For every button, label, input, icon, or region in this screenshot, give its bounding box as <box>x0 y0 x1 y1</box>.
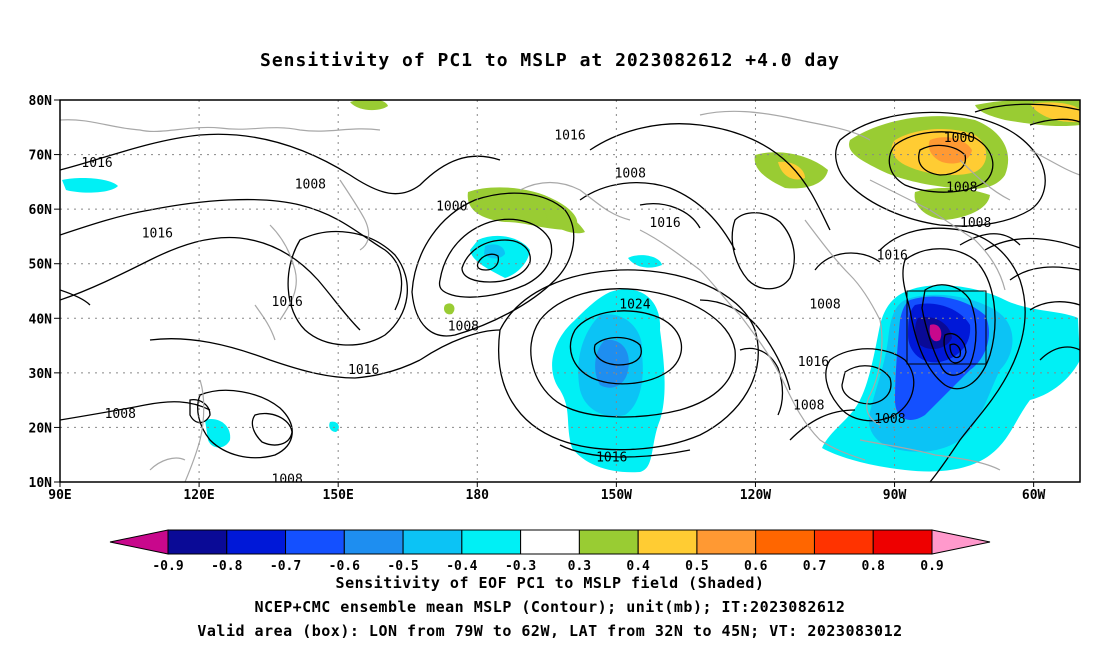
colorbar-tick-label: 0.4 <box>626 559 650 574</box>
contour-label: 1016 <box>877 249 908 264</box>
colorbar-tick-label: 0.3 <box>568 559 591 574</box>
contour-label: 1016 <box>798 355 829 370</box>
colorbar-segment <box>813 529 874 555</box>
footer-line-3: Valid area (box): LON from 79W to 62W, L… <box>197 622 903 640</box>
contour-label: 1016 <box>348 363 379 378</box>
colorbar-tick-label: 0.9 <box>920 559 943 574</box>
contour-label-bg <box>1082 241 1100 256</box>
contour-label: 1008 <box>295 178 326 193</box>
contour-label: 101 <box>1084 243 1100 258</box>
colorbar-segment <box>578 529 639 555</box>
colorbar-segment <box>872 529 933 555</box>
lon-label: 90E <box>48 488 71 503</box>
colorbar-tick-label: -0.3 <box>505 559 536 574</box>
contour-labels: 1016 1008 1016 1016 1016 1008 1008 1000 1008 1016… <box>81 128 1100 487</box>
lat-label: 10N <box>29 476 53 491</box>
contour-label: 1000 <box>944 131 975 146</box>
contour-label: 1016 <box>596 450 627 465</box>
colorbar-max-triangle <box>931 529 991 555</box>
plot-frame <box>59 99 1081 483</box>
lon-label: 120E <box>183 488 214 503</box>
colorbar-tick-label: -0.8 <box>211 559 242 574</box>
lon-label: 150E <box>323 488 354 503</box>
coastlines <box>60 110 1080 482</box>
contour-label: 1008 <box>615 167 646 182</box>
shade-atlantic-max <box>929 324 942 342</box>
shade-greenland-orange <box>928 137 972 164</box>
map-title: Sensitivity of PC1 to MSLP at 2023082612… <box>259 50 840 71</box>
lon-label: 120W <box>740 488 771 503</box>
contour-label: 1008 <box>793 399 824 414</box>
lat-label: 80N <box>29 94 53 109</box>
contour-label: 1024 <box>619 298 650 313</box>
colorbar-segment <box>520 529 580 555</box>
colorbar-segment <box>226 529 287 555</box>
plot-area: 1016 1008 1016 1016 1016 1008 1008 1000 1008 1016… <box>60 100 1100 487</box>
contour-label: 1000 <box>436 199 467 214</box>
colorbar-segment <box>755 529 815 555</box>
colorbar-tick-label: -0.5 <box>387 559 418 574</box>
mslp-contours <box>60 103 1080 482</box>
shade-cyan-pacnw <box>628 255 662 268</box>
colorbar-tick-label: 0.7 <box>803 559 826 574</box>
colorbar-tick-label: -0.7 <box>270 559 301 574</box>
contour-label: 1016 <box>142 227 173 242</box>
contour-label: 1008 <box>960 216 991 231</box>
lat-label: 70N <box>29 149 53 164</box>
colorbar-segment <box>167 529 228 555</box>
colorbar-segment <box>343 529 404 555</box>
colorbar-segment <box>637 529 698 555</box>
shade-west-cyan3 <box>329 421 339 432</box>
shade-green-top <box>350 100 388 111</box>
shade-green-alaska <box>545 209 585 234</box>
shade-west-cyan <box>62 178 118 193</box>
colorbar-tick-label: -0.6 <box>329 559 360 574</box>
lon-label: 90W <box>883 488 907 503</box>
colorbar-segment <box>461 529 522 555</box>
gridlines <box>60 100 1080 482</box>
contour-label: 1008 <box>946 180 977 195</box>
colorbar: -0.9 -0.8 -0.7 -0.6 -0.5 -0.4 -0.3 0.3 0.4 0.5 0.6… <box>109 529 991 574</box>
contour-label: 1008 <box>272 472 303 487</box>
lon-label: 150W <box>601 488 632 503</box>
contour-label: 1008 <box>448 319 479 334</box>
lat-label: 60N <box>29 203 53 218</box>
colorbar-tick-label: -0.4 <box>446 559 477 574</box>
colorbar-tick-label: 0.8 <box>861 559 885 574</box>
colorbar-segment <box>285 529 345 555</box>
contour-label: 1008 <box>809 298 840 313</box>
contour-label: 1016 <box>272 295 303 310</box>
colorbar-min-triangle <box>109 529 169 555</box>
contour-label: 1008 <box>874 412 905 427</box>
shade-green-small1 <box>443 303 455 315</box>
lat-label: 20N <box>29 421 53 436</box>
shade-west-cyan2 <box>205 419 231 448</box>
contour-label: 1016 <box>554 128 585 143</box>
lat-label: 30N <box>29 367 53 382</box>
lat-label: 40N <box>29 312 53 327</box>
colorbar-segment <box>696 529 757 555</box>
colorbar-segment <box>402 529 463 555</box>
contour-label: 1008 <box>105 407 136 422</box>
colorbar-tick-label: -0.9 <box>152 559 183 574</box>
footer-line-1: Sensitivity of EOF PC1 to MSLP field (Sh… <box>335 574 765 592</box>
valid-area-box <box>906 290 987 365</box>
footer-line-2: NCEP+CMC ensemble mean MSLP (Contour); u… <box>254 598 846 616</box>
lat-label: 50N <box>29 258 53 273</box>
contour-label: 1016 <box>649 216 680 231</box>
colorbar-tick-label: 0.5 <box>685 559 708 574</box>
colorbar-tick-label: 0.6 <box>744 559 768 574</box>
lon-label: 60W <box>1022 488 1046 503</box>
lon-label: 180 <box>466 488 490 503</box>
contour-label: 1016 <box>81 156 112 171</box>
